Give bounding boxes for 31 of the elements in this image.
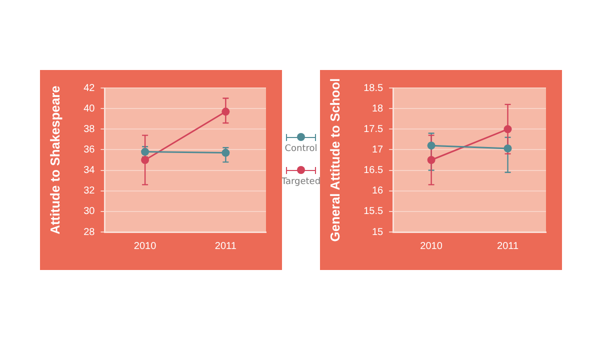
- x-tick-label: 2010: [134, 240, 157, 252]
- y-tick-label: 15.5: [364, 206, 384, 218]
- y-axis-title: General Attitude to School: [327, 78, 342, 242]
- point: [504, 144, 512, 152]
- point: [504, 125, 512, 134]
- y-tick-label: 42: [84, 82, 96, 94]
- y-tick-label: 38: [84, 124, 96, 135]
- y-tick-label: 16: [372, 186, 384, 197]
- legend-label: Targeted: [281, 177, 321, 187]
- y-tick-label: 34: [84, 165, 96, 176]
- x-tick-label: 2010: [420, 240, 443, 252]
- y-tick-label: 18.5: [364, 82, 384, 94]
- x-tick-label: 2011: [214, 240, 237, 252]
- y-tick-label: 32: [84, 186, 96, 197]
- y-tick-label: 16.5: [364, 165, 384, 176]
- legend-label: Control: [284, 144, 318, 154]
- point: [222, 108, 230, 116]
- point: [141, 156, 150, 164]
- y-tick-label: 15: [372, 226, 384, 238]
- y-tick-label: 17: [372, 144, 384, 156]
- y-tick-label: 36: [84, 144, 96, 156]
- y-tick-label: 28: [84, 226, 96, 238]
- point: [427, 142, 436, 150]
- y-tick-label: 40: [84, 103, 96, 114]
- y-axis-title: Attitude to Shakespeare: [47, 86, 62, 234]
- x-tick-label: 2011: [497, 240, 519, 252]
- y-tick-label: 18: [372, 103, 384, 114]
- point: [427, 156, 436, 164]
- y-tick-label: 17.5: [364, 124, 384, 135]
- y-tick-label: 30: [84, 206, 96, 218]
- point: [222, 148, 230, 157]
